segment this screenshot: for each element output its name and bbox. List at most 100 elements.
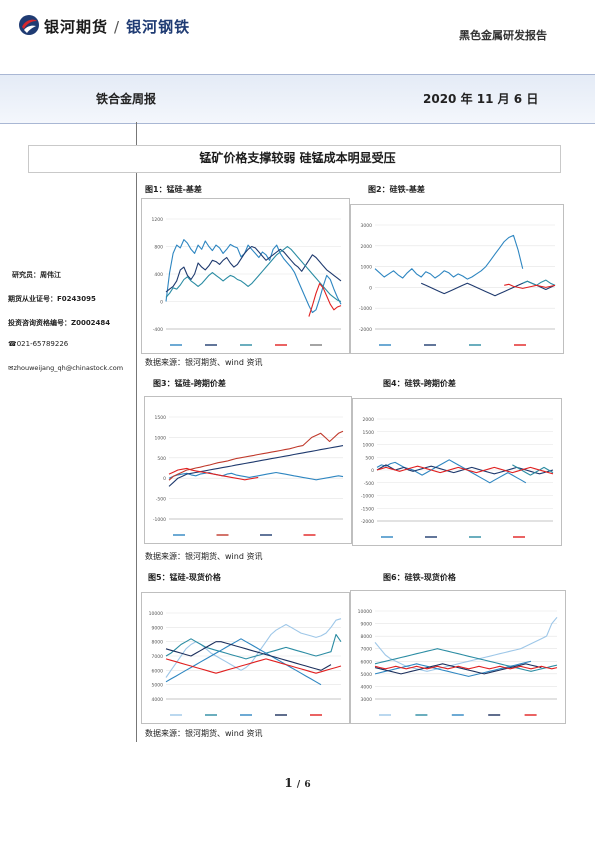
fig2-series-3 — [504, 283, 556, 289]
fig6-series-0 — [374, 616, 558, 672]
fig3-ytick-1: 1000 — [155, 435, 167, 441]
fig1-series-3 — [308, 283, 342, 317]
fig3-chart: 1500 1000 500 0 -500 -1000 — [144, 396, 352, 544]
page-current: 1 — [284, 776, 293, 790]
fig6-ytick-6: 4000 — [361, 684, 373, 690]
fig4-ytick-3: 500 — [365, 455, 374, 461]
fig1-ytick-3: 0 — [160, 300, 163, 306]
fig2-ytick-5: -2000 — [359, 327, 372, 333]
fig1-series-1 — [165, 245, 342, 293]
fig5-ytick-5: 5000 — [152, 683, 164, 689]
fig4-ytick-2: 1000 — [363, 443, 375, 449]
fig6-series-1 — [374, 648, 558, 672]
fig1-ytick-2: 400 — [154, 272, 163, 278]
fig5-series-4 — [165, 658, 342, 674]
fig2-chart: 3000 2000 1000 0 -1000 -2000 — [350, 204, 564, 354]
fig6-ytick-0: 10000 — [358, 609, 372, 615]
fig4-series-3 — [376, 465, 554, 475]
fig1-ytick-0: 1200 — [152, 217, 164, 223]
fig2-label: 图2：硅铁-基差 — [368, 185, 425, 194]
fig6-series-3 — [374, 663, 542, 675]
fig5-ytick-3: 7000 — [152, 654, 164, 660]
fig4-series-0 — [376, 459, 527, 484]
report-type: 黑色金属研发报告 — [459, 29, 547, 42]
fig3-ytick-4: -500 — [156, 497, 166, 503]
fig1-series-0 — [165, 239, 342, 314]
fig5-chart: 10000 9000 8000 7000 6000 5000 4000 — [141, 592, 350, 724]
title-box — [28, 145, 561, 173]
fig6-ytick-4: 6000 — [361, 659, 373, 665]
fig6-ytick-5: 5000 — [361, 672, 373, 678]
fig3-series-1 — [168, 430, 344, 481]
fig1-ytick-1: 800 — [154, 245, 163, 251]
advisor-cert: 投资咨询资格编号：Z0002484 — [8, 319, 111, 327]
source-row2: 数据来源：银河期货、wind 资讯 — [145, 552, 263, 561]
sidebar-divider — [136, 122, 137, 742]
fig5-series-2 — [165, 638, 322, 686]
report-title: 锰矿价格支撑较弱 硅锰成本明显受压 — [199, 151, 396, 165]
fig4-ytick-7: -1500 — [361, 506, 374, 512]
fig6-ytick-7: 3000 — [361, 697, 373, 703]
page-total: 6 — [304, 780, 311, 790]
fig5-series-0 — [165, 618, 342, 678]
email-link[interactable]: ✉zhouweijang_qh@chinastock.com — [8, 364, 124, 372]
fig2-ytick-1: 2000 — [361, 244, 373, 250]
fig3-ytick-2: 500 — [157, 456, 166, 462]
fig1-label: 图1：锰硅-基差 — [145, 185, 202, 194]
fig5-ytick-4: 6000 — [152, 668, 164, 674]
page-separator: / — [296, 780, 301, 790]
fig6-chart: 10000 9000 8000 7000 6000 5000 4000 3000 — [350, 590, 566, 724]
fig3-series-0 — [168, 471, 344, 481]
fig5-label: 图5：锰硅-现货价格 — [148, 573, 221, 582]
fig4-chart: 2000 1500 1000 500 0 -500 -1000 -1500 -2000 — [352, 398, 562, 546]
fig1-series-2 — [165, 245, 342, 303]
brand-slash: / — [114, 18, 121, 36]
header-band — [0, 74, 595, 124]
fig2-series-1 — [420, 280, 556, 297]
researcher: 研究员：周伟江 — [12, 271, 61, 279]
fig5-ytick-2: 8000 — [152, 640, 164, 646]
fig6-series-4 — [374, 665, 558, 670]
fig5-ytick-1: 9000 — [152, 625, 164, 631]
brand-main: 银河期货 — [44, 18, 109, 36]
phone: ☎021-65789226 — [8, 340, 69, 348]
fig4-ytick-0: 2000 — [363, 417, 375, 423]
fig2-ytick-3: 0 — [369, 285, 372, 291]
brand-name: 银河期货 / 银河钢铁 — [44, 16, 190, 37]
source-row1: 数据来源：银河期货、wind 资讯 — [145, 358, 263, 367]
fig3-series-2 — [168, 445, 344, 487]
galaxy-logo-icon — [19, 15, 39, 35]
fig4-ytick-6: -1000 — [361, 494, 374, 500]
fig2-series-0 — [374, 234, 524, 280]
fig6-label: 图6：硅铁-现货价格 — [383, 573, 456, 582]
fig5-series-3 — [165, 641, 332, 671]
page-number: 1 / 6 — [0, 776, 595, 790]
fig5-series-1 — [165, 633, 342, 660]
fig3-ytick-3: 0 — [163, 476, 166, 482]
fig6-ytick-3: 7000 — [361, 647, 373, 653]
fig2-ytick-0: 3000 — [361, 223, 373, 229]
fig2-ytick-4: -1000 — [359, 306, 372, 312]
fig1-chart: 1200 800 400 0 -400 — [141, 198, 350, 354]
fig6-ytick-1: 9000 — [361, 622, 373, 628]
brand-sub: 银河钢铁 — [126, 18, 191, 36]
fig3-ytick-0: 1500 — [155, 415, 167, 421]
fig1-ytick-4: -400 — [153, 327, 163, 333]
fig4-ytick-4: 0 — [371, 468, 374, 474]
fig6-ytick-2: 8000 — [361, 634, 373, 640]
fig4-ytick-5: -500 — [364, 481, 374, 487]
fig2-ytick-2: 1000 — [361, 265, 373, 271]
report-date: 2020 年 11 月 6 日 — [423, 92, 539, 106]
fig4-series-2 — [512, 464, 554, 476]
fig4-ytick-8: -2000 — [361, 519, 374, 525]
fig3-series-3 — [168, 467, 259, 481]
futures-cert: 期货从业证号：F0243095 — [8, 295, 96, 303]
fig3-ytick-5: -1000 — [153, 517, 166, 523]
fig5-ytick-6: 4000 — [152, 697, 164, 703]
fig5-ytick-0: 10000 — [149, 611, 163, 617]
fig3-label: 图3：锰硅-跨期价差 — [153, 379, 226, 388]
fig4-label: 图4：硅铁-跨期价差 — [383, 379, 456, 388]
fig2-series-2 — [522, 279, 556, 286]
source-row3: 数据来源：银河期货、wind 资讯 — [145, 729, 263, 738]
weekly-name: 铁合金周报 — [96, 92, 157, 106]
